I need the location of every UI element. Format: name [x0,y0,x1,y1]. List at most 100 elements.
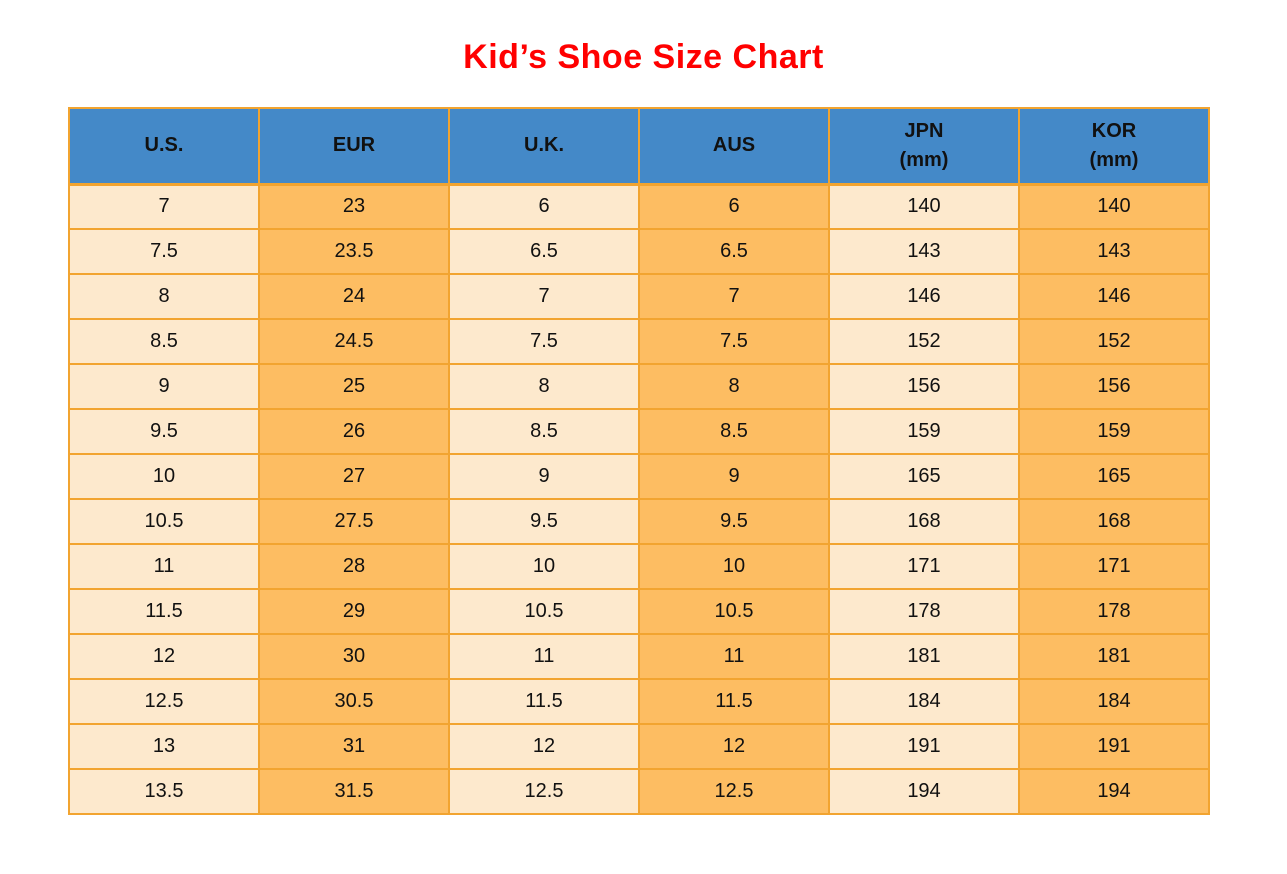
table-cell-us: 9 [68,363,260,410]
table-cell-eur: 27.5 [258,498,450,545]
table-cell-uk: 12 [448,723,640,770]
table-cell-us: 9.5 [68,408,260,455]
table-cell-us: 10 [68,453,260,500]
table-cell-eur: 27 [258,453,450,500]
column-header-label: U.K. [524,134,564,157]
table-cell-aus: 10.5 [638,588,830,635]
table-cell-uk: 7.5 [448,318,640,365]
column-header-sublabel: (mm) [1089,148,1139,171]
table-cell-uk: 9.5 [448,498,640,545]
table-cell-eur: 29 [258,588,450,635]
table-cell-uk: 12.5 [448,768,640,815]
table-row: 11 28 10 10 171 171 [68,543,1210,590]
table-cell-eur: 30.5 [258,678,450,725]
table-cell-aus: 9.5 [638,498,830,545]
table-cell-jpn: 178 [828,588,1020,635]
table-cell-eur: 31 [258,723,450,770]
table-cell-aus: 6.5 [638,228,830,275]
table-row: 10 27 9 9 165 165 [68,453,1210,500]
table-cell-jpn: 194 [828,768,1020,815]
table-cell-us: 8 [68,273,260,320]
table-cell-uk: 11.5 [448,678,640,725]
table-cell-jpn: 165 [828,453,1020,500]
table-cell-kor: 152 [1018,318,1210,365]
column-header-aus: AUS [638,107,830,186]
table-row: 8 24 7 7 146 146 [68,273,1210,320]
table-cell-us: 11 [68,543,260,590]
table-cell-eur: 31.5 [258,768,450,815]
table-cell-aus: 7.5 [638,318,830,365]
table-cell-eur: 24.5 [258,318,450,365]
table-cell-kor: 140 [1018,183,1210,230]
column-header-label: AUS [712,134,756,157]
table-cell-kor: 143 [1018,228,1210,275]
table-cell-eur: 26 [258,408,450,455]
table-cell-eur: 25 [258,363,450,410]
table-cell-uk: 6 [448,183,640,230]
column-header-eur: EUR [258,107,450,186]
table-cell-aus: 7 [638,273,830,320]
table-cell-aus: 12.5 [638,768,830,815]
table-cell-eur: 23.5 [258,228,450,275]
table-row: 13 31 12 12 191 191 [68,723,1210,770]
table-cell-jpn: 171 [828,543,1020,590]
table-cell-uk: 8 [448,363,640,410]
table-cell-uk: 7 [448,273,640,320]
table-row: 9 25 8 8 156 156 [68,363,1210,410]
table-cell-jpn: 181 [828,633,1020,680]
table-cell-jpn: 168 [828,498,1020,545]
table-cell-uk: 10.5 [448,588,640,635]
table-cell-jpn: 140 [828,183,1020,230]
table-cell-aus: 11.5 [638,678,830,725]
page-title: Kid’s Shoe Size Chart [463,38,824,76]
table-cell-uk: 11 [448,633,640,680]
table-cell-us: 7.5 [68,228,260,275]
table-row: 10.5 27.5 9.5 9.5 168 168 [68,498,1210,545]
table-cell-kor: 181 [1018,633,1210,680]
table-cell-kor: 156 [1018,363,1210,410]
table-cell-jpn: 146 [828,273,1020,320]
table-row: 13.5 31.5 12.5 12.5 194 194 [68,768,1210,815]
table-cell-kor: 194 [1018,768,1210,815]
table-row: 9.5 26 8.5 8.5 159 159 [68,408,1210,455]
table-cell-jpn: 152 [828,318,1020,365]
table-cell-us: 7 [68,183,260,230]
column-header-uk: U.K. [448,107,640,186]
table-cell-kor: 168 [1018,498,1210,545]
table-cell-jpn: 184 [828,678,1020,725]
table-cell-kor: 191 [1018,723,1210,770]
table-cell-us: 11.5 [68,588,260,635]
table-cell-eur: 23 [258,183,450,230]
table-cell-aus: 8 [638,363,830,410]
column-header-us: U.S. [68,107,260,186]
table-cell-us: 12 [68,633,260,680]
table-row: 11.5 29 10.5 10.5 178 178 [68,588,1210,635]
shoe-size-table: U.S. EUR U.K. AUS JPN (mm) KOR (mm) 7 23 6 6 140 140… [68,107,1210,815]
table-cell-us: 13.5 [68,768,260,815]
table-cell-uk: 6.5 [448,228,640,275]
table-cell-kor: 146 [1018,273,1210,320]
table-cell-jpn: 191 [828,723,1020,770]
column-header-jpn: JPN (mm) [828,107,1020,186]
table-header: U.S. EUR U.K. AUS JPN (mm) KOR (mm) [68,107,1210,186]
table-cell-kor: 171 [1018,543,1210,590]
table-cell-us: 8.5 [68,318,260,365]
table-header-row: U.S. EUR U.K. AUS JPN (mm) KOR (mm) [68,107,1210,186]
table-cell-us: 12.5 [68,678,260,725]
column-header-sublabel: (mm) [899,148,949,171]
table-cell-aus: 9 [638,453,830,500]
table-cell-aus: 8.5 [638,408,830,455]
table-cell-eur: 28 [258,543,450,590]
table-cell-aus: 10 [638,543,830,590]
column-header-kor: KOR (mm) [1018,107,1210,186]
table-cell-jpn: 159 [828,408,1020,455]
table-cell-uk: 8.5 [448,408,640,455]
table-cell-uk: 9 [448,453,640,500]
table-cell-us: 13 [68,723,260,770]
table-cell-eur: 30 [258,633,450,680]
table-body: 7 23 6 6 140 140 7.5 23.5 6.5 6.5 143 143 8 24 7 7 146 14… [68,183,1210,815]
column-header-label: JPN [904,119,944,142]
table-cell-aus: 12 [638,723,830,770]
table-cell-jpn: 143 [828,228,1020,275]
